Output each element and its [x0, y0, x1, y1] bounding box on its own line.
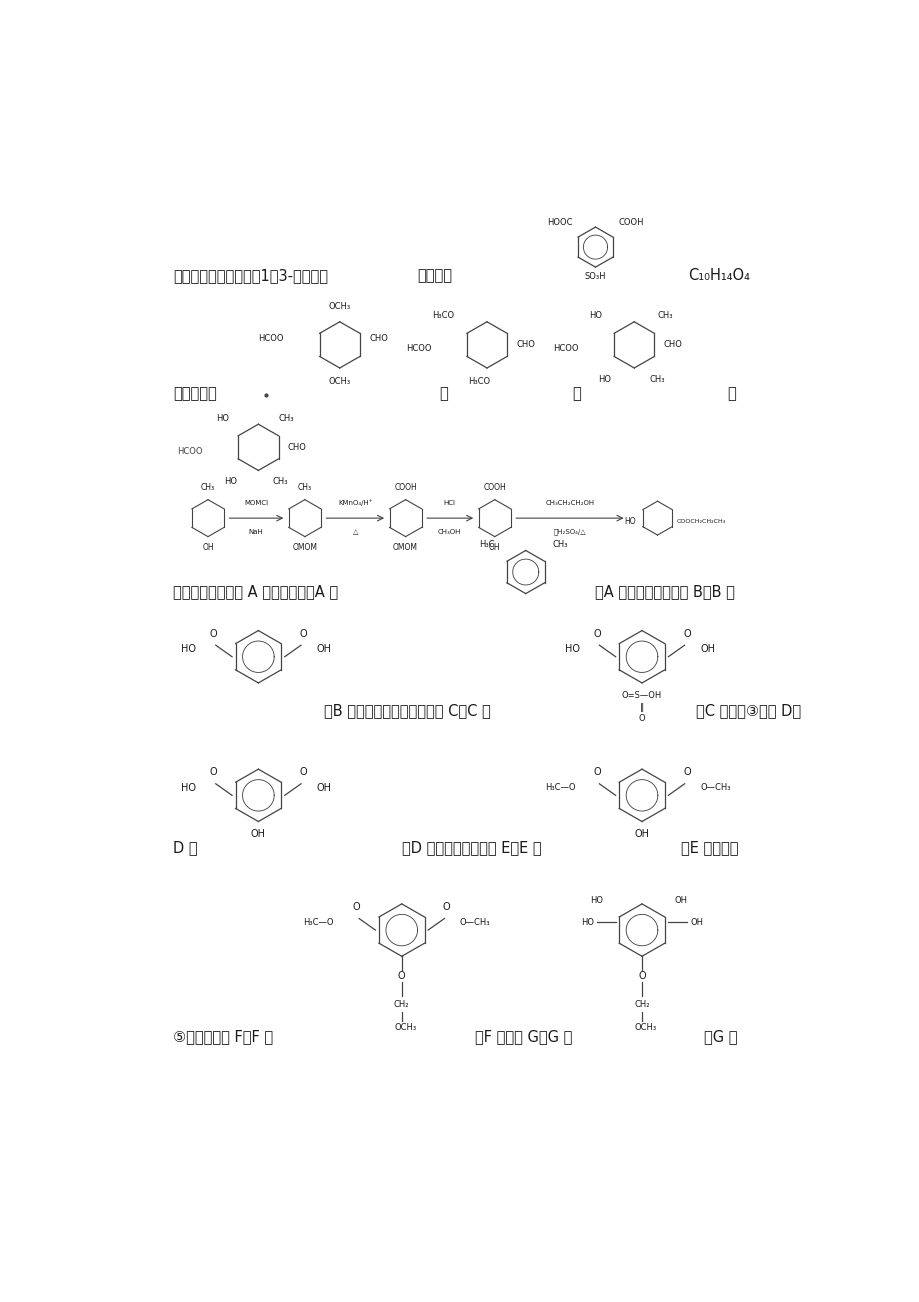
Text: ，G 与: ，G 与: [703, 1029, 737, 1044]
Text: CH₃: CH₃: [200, 483, 215, 492]
Text: O—CH₃: O—CH₃: [460, 918, 490, 927]
Text: HO: HO: [588, 311, 601, 320]
Text: CH₃: CH₃: [278, 414, 294, 423]
Text: 或: 或: [572, 385, 581, 401]
Text: HO: HO: [564, 644, 579, 654]
Text: O: O: [683, 767, 690, 777]
Text: 酯基和醚键: 酯基和醚键: [173, 385, 217, 401]
Text: O: O: [300, 767, 307, 777]
Text: 浓H₂SO₄/△: 浓H₂SO₄/△: [553, 529, 585, 535]
Text: CHO: CHO: [288, 443, 306, 452]
Text: ，D 发生酯化反应生成 E，E 为: ，D 发生酯化反应生成 E，E 为: [402, 840, 540, 855]
Text: OH: OH: [251, 829, 266, 838]
Text: OH: OH: [316, 644, 331, 654]
Text: O: O: [638, 971, 645, 982]
Text: ‖: ‖: [640, 703, 643, 712]
Text: OCH₃: OCH₃: [634, 1022, 656, 1031]
Text: O: O: [638, 713, 644, 723]
Text: H₃C—O: H₃C—O: [302, 918, 334, 927]
Text: OH: OH: [634, 829, 649, 838]
Text: OH: OH: [202, 543, 213, 552]
Text: HO: HO: [181, 644, 196, 654]
Text: HCOO: HCOO: [405, 344, 431, 353]
Text: ，B 与浓硫酸发生取代反应生 C，C 为: ，B 与浓硫酸发生取代反应生 C，C 为: [323, 703, 491, 719]
Text: CH₃: CH₃: [272, 478, 288, 487]
Text: ，F 还原成 G，G 为: ，F 还原成 G，G 为: [474, 1029, 572, 1044]
Text: O: O: [593, 767, 600, 777]
Text: CH₃CH₂CH₂OH: CH₃CH₂CH₂OH: [545, 500, 594, 505]
Text: OCH₃: OCH₃: [328, 378, 350, 387]
Text: OMOM: OMOM: [392, 543, 417, 552]
Text: CHO: CHO: [516, 340, 535, 349]
Text: OCH₃: OCH₃: [394, 1022, 416, 1031]
Text: HO: HO: [181, 783, 196, 793]
Text: HCOO: HCOO: [176, 447, 202, 456]
Text: O: O: [300, 629, 307, 639]
Text: COOH: COOH: [482, 483, 505, 492]
Text: ，E 发生反应: ，E 发生反应: [680, 840, 737, 855]
Text: 取代反应: 取代反应: [417, 268, 452, 283]
Text: CHO: CHO: [369, 335, 388, 344]
Text: H₃C—O: H₃C—O: [545, 783, 575, 792]
Text: H₃CO: H₃CO: [432, 311, 454, 320]
Text: MOMCl: MOMCl: [244, 500, 267, 505]
Text: HO: HO: [216, 414, 229, 423]
Text: OCH₃: OCH₃: [328, 302, 350, 311]
Text: KMnO₄/H⁺: KMnO₄/H⁺: [337, 500, 372, 506]
Text: O: O: [210, 629, 217, 639]
Text: CHO: CHO: [663, 340, 682, 349]
Text: NaH: NaH: [248, 529, 263, 535]
Text: CH₂: CH₂: [393, 1000, 409, 1009]
Text: SO₃H: SO₃H: [584, 272, 606, 281]
Text: OH: OH: [699, 644, 714, 654]
Text: CH₃: CH₃: [552, 540, 568, 549]
Text: CH₃: CH₃: [298, 483, 312, 492]
Text: COOH: COOH: [618, 217, 643, 227]
Text: O: O: [593, 629, 600, 639]
Text: O: O: [683, 629, 690, 639]
Text: HCl: HCl: [443, 500, 455, 505]
Text: O: O: [442, 902, 450, 911]
Text: HO: HO: [623, 517, 635, 526]
Text: ，C 经反应③生成 D，: ，C 经反应③生成 D，: [696, 703, 800, 719]
Text: HO: HO: [597, 375, 610, 384]
Text: HO: HO: [590, 896, 603, 905]
Text: HOOC: HOOC: [546, 217, 572, 227]
Text: ，A 被高锰酸钾氧化为 B，B 为: ，A 被高锰酸钾氧化为 B，B 为: [595, 583, 734, 599]
Text: O: O: [353, 902, 360, 911]
Text: COOCH₂CH₂CH₃: COOCH₂CH₂CH₃: [676, 519, 725, 525]
Text: CH₃: CH₃: [649, 375, 664, 384]
Text: CH₃: CH₃: [657, 311, 673, 320]
Text: 或: 或: [438, 385, 448, 401]
Text: OMOM: OMOM: [292, 543, 317, 552]
Text: HO: HO: [223, 478, 236, 487]
Text: 【解析】由流程图 A 为间二甲苯，A 为: 【解析】由流程图 A 为间二甲苯，A 为: [173, 583, 338, 599]
Text: HCOO: HCOO: [552, 344, 578, 353]
Text: O: O: [398, 971, 405, 982]
Text: OH: OH: [316, 783, 331, 793]
Text: COOH: COOH: [394, 483, 416, 492]
Text: HCOO: HCOO: [258, 335, 284, 344]
Text: C₁₀H₁₄O₄: C₁₀H₁₄O₄: [687, 268, 750, 283]
Text: H₃CO: H₃CO: [468, 378, 490, 387]
Text: OH: OH: [689, 918, 702, 927]
Text: H₃C: H₃C: [479, 540, 494, 549]
Text: ⑤取代后生成 F，F 为: ⑤取代后生成 F，F 为: [173, 1029, 273, 1044]
Text: 【答案】间二甲苯（或1，3-二甲苯）: 【答案】间二甲苯（或1，3-二甲苯）: [173, 268, 328, 283]
Text: HO: HO: [580, 918, 594, 927]
Text: OH: OH: [674, 896, 686, 905]
Text: CH₂: CH₂: [633, 1000, 649, 1009]
Text: △: △: [352, 529, 357, 535]
Text: O—CH₃: O—CH₃: [699, 783, 730, 792]
Text: OH: OH: [488, 543, 500, 552]
Text: D 为: D 为: [173, 840, 198, 855]
Text: CH₃OH: CH₃OH: [437, 529, 461, 535]
Text: O=S—OH: O=S—OH: [621, 691, 662, 699]
Text: 或: 或: [726, 385, 735, 401]
Text: O: O: [210, 767, 217, 777]
